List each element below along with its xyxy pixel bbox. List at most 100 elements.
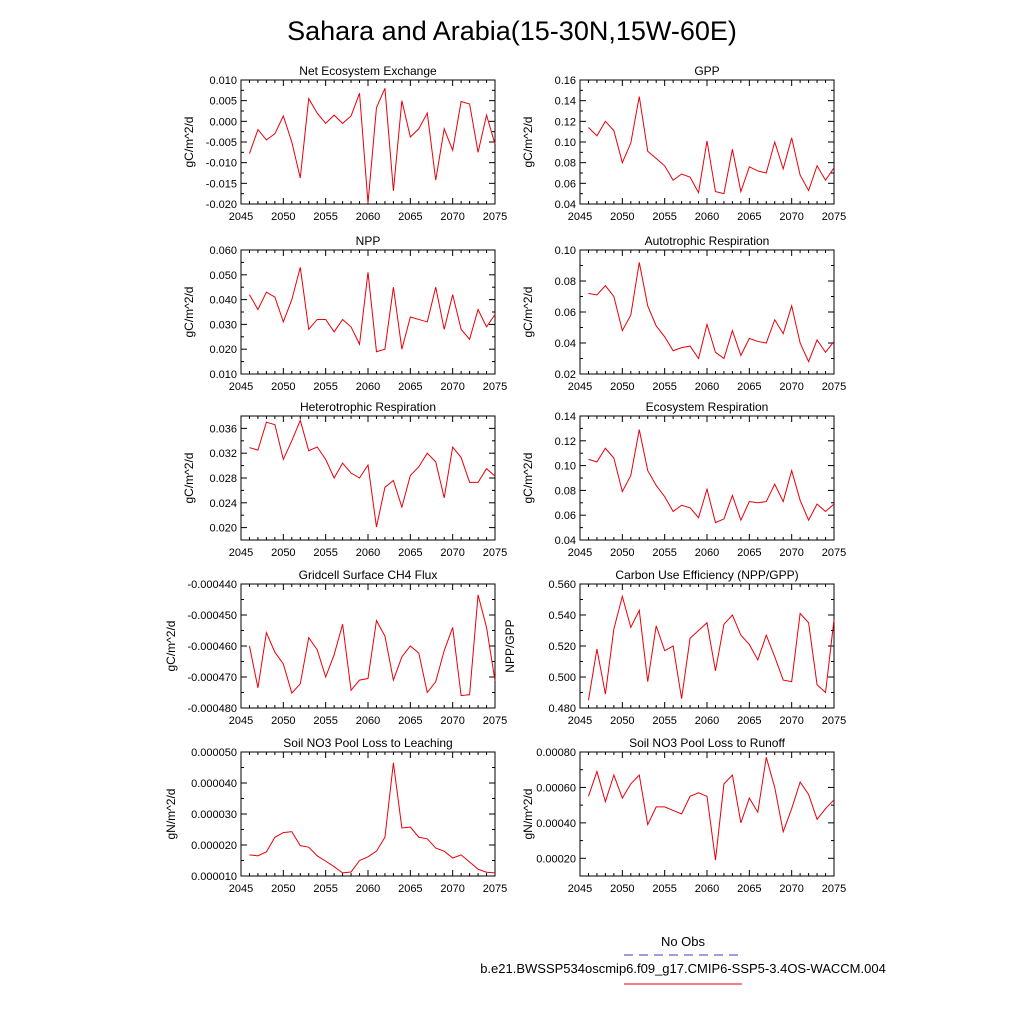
plot-frame	[240, 583, 496, 709]
y-tick-label: 0.560	[548, 579, 576, 591]
x-tick-label: 2055	[652, 381, 676, 393]
y-tick-label: 0.14	[555, 96, 576, 108]
x-tick-label: 2050	[271, 211, 295, 223]
x-tick-label: 2050	[271, 883, 295, 895]
y-axis-label: gC/m^2/d	[182, 117, 196, 168]
x-tick-label: 2065	[398, 883, 422, 895]
plot-frame	[240, 751, 496, 877]
x-tick-label: 2060	[695, 883, 719, 895]
x-tick-label: 2060	[356, 715, 380, 727]
x-tick-label: 2045	[229, 883, 253, 895]
y-tick-label: 0.024	[209, 498, 237, 510]
series-line	[588, 96, 835, 195]
x-tick-label: 2070	[440, 715, 464, 727]
x-tick-label: 2070	[779, 715, 803, 727]
panel-title: Heterotrophic Respiration	[300, 400, 436, 414]
y-tick-label: 0.04	[555, 199, 576, 211]
x-tick-label: 2045	[229, 547, 253, 559]
x-tick-label: 2045	[568, 715, 592, 727]
y-tick-label: 0.028	[209, 473, 237, 485]
x-tick-label: 2055	[652, 715, 676, 727]
panel-carbon-use-efficiency-npp-gpp: Carbon Use Efficiency (NPP/GPP) 2045 2050 2…	[503, 568, 846, 727]
x-tick-label: 2055	[313, 211, 337, 223]
x-tick-label: 2075	[822, 715, 846, 727]
y-tick-label: 0.06	[555, 178, 576, 190]
y-tick-label: 0.00040	[536, 818, 576, 830]
y-tick-label: 0.08	[555, 485, 576, 497]
panel-net-ecosystem-exchange: Net Ecosystem Exchange 2045 2050 2055 2060 20…	[182, 64, 507, 223]
x-tick-label: 2055	[313, 547, 337, 559]
x-tick-label: 2070	[779, 381, 803, 393]
x-tick-label: 2055	[652, 211, 676, 223]
y-tick-label: 0.030	[209, 319, 237, 331]
y-tick-label: 0.500	[548, 672, 576, 684]
y-axis-label: gC/m^2/d	[182, 287, 196, 338]
x-tick-label: 2060	[356, 547, 380, 559]
y-tick-label: 0.005	[209, 96, 237, 108]
x-tick-label: 2050	[610, 547, 634, 559]
y-tick-label: 0.050	[209, 270, 237, 282]
y-tick-label: -0.020	[206, 199, 237, 211]
y-tick-label: 0.060	[209, 245, 237, 257]
y-axis-label: gN/m^2/d	[521, 789, 535, 840]
y-tick-label: 0.00060	[536, 782, 576, 794]
y-tick-label: 0.480	[548, 703, 576, 715]
x-tick-label: 2070	[779, 547, 803, 559]
x-tick-label: 2055	[313, 715, 337, 727]
x-tick-label: 2065	[737, 547, 761, 559]
x-tick-label: 2055	[652, 547, 676, 559]
series-line	[249, 267, 496, 353]
x-tick-label: 2075	[483, 381, 507, 393]
panel-title: Gridcell Surface CH4 Flux	[299, 568, 438, 582]
x-tick-label: 2075	[822, 211, 846, 223]
x-tick-label: 2065	[737, 211, 761, 223]
x-tick-label: 2070	[440, 547, 464, 559]
x-tick-label: 2050	[271, 381, 295, 393]
y-tick-label: 0.04	[555, 535, 576, 547]
panel-title: Autotrophic Respiration	[645, 234, 770, 248]
y-tick-label: 0.540	[548, 610, 576, 622]
y-tick-label: 0.00020	[536, 853, 576, 865]
panel-soil-no3-pool-loss-to-leaching: Soil NO3 Pool Loss to Leaching 2045 2050 20…	[164, 736, 507, 895]
x-tick-label: 2065	[398, 547, 422, 559]
y-tick-label: 0.08	[555, 276, 576, 288]
x-tick-label: 2045	[229, 381, 253, 393]
panel-title: Soil NO3 Pool Loss to Leaching	[283, 736, 452, 750]
x-tick-label: 2045	[568, 381, 592, 393]
x-tick-label: 2070	[440, 883, 464, 895]
y-tick-label: 0.10	[555, 137, 576, 149]
y-tick-label: 0.036	[209, 423, 237, 435]
series-line	[588, 262, 835, 363]
y-axis-label: gN/m^2/d	[164, 789, 178, 840]
panel-heterotrophic-respiration: Heterotrophic Respiration 2045 2050 2055 206…	[182, 400, 507, 559]
y-tick-label: 0.020	[209, 523, 237, 535]
series-line	[587, 757, 835, 861]
x-tick-label: 2065	[398, 715, 422, 727]
y-axis-label: gC/m^2/d	[164, 621, 178, 672]
x-tick-label: 2075	[483, 715, 507, 727]
panel-title: Carbon Use Efficiency (NPP/GPP)	[615, 568, 798, 582]
x-tick-label: 2060	[695, 715, 719, 727]
x-tick-label: 2060	[695, 381, 719, 393]
y-axis-label: gC/m^2/d	[521, 117, 535, 168]
plot-frame	[579, 415, 835, 541]
x-tick-label: 2050	[610, 715, 634, 727]
x-tick-label: 2060	[695, 547, 719, 559]
x-tick-label: 2075	[822, 547, 846, 559]
y-axis-label: gC/m^2/d	[521, 453, 535, 504]
legend: No Obs b.e21.BWSSP534oscmip6.f09_g17.CMI…	[480, 934, 886, 985]
y-tick-label: -0.000470	[187, 672, 237, 684]
panel-title: GPP	[694, 64, 719, 78]
panel-title: Ecosystem Respiration	[646, 400, 769, 414]
y-tick-label: 0.000010	[191, 871, 237, 883]
x-tick-label: 2070	[440, 211, 464, 223]
x-tick-label: 2060	[356, 211, 380, 223]
x-tick-label: 2050	[610, 381, 634, 393]
x-tick-label: 2075	[483, 883, 507, 895]
panel-soil-no3-pool-loss-to-runoff: Soil NO3 Pool Loss to Runoff 2045 2050 2055…	[521, 736, 846, 895]
y-tick-label: -0.000480	[187, 703, 237, 715]
y-tick-label: 0.12	[555, 116, 576, 128]
y-tick-label: -0.010	[206, 158, 237, 170]
y-tick-label: 0.06	[555, 510, 576, 522]
series-line	[248, 88, 496, 204]
